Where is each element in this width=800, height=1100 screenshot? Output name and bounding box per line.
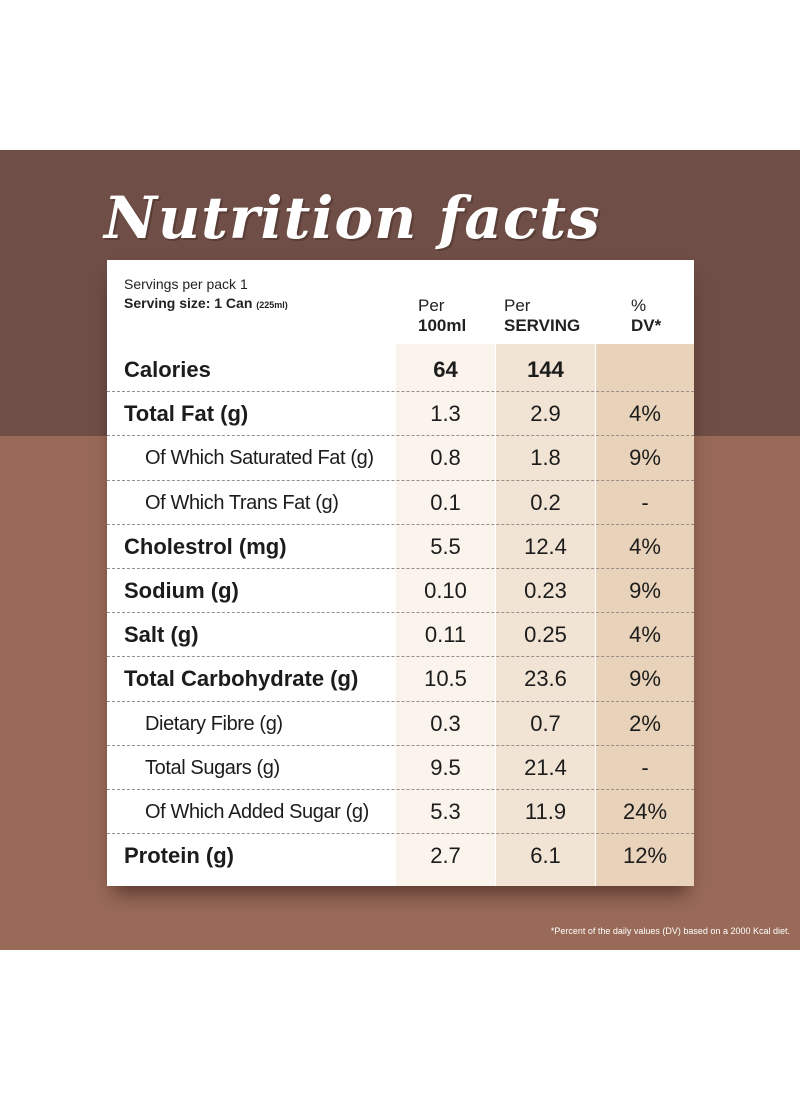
nutrient-label: Dietary Fibre (g) [145, 712, 283, 735]
nutrient-label: Salt (g) [124, 622, 199, 648]
nutrition-table-card: Servings per pack 1 Serving size: 1 Can … [107, 260, 694, 886]
per-100ml-value: 0.3 [430, 710, 461, 736]
per-serving-value: 1.8 [530, 445, 561, 471]
per-serving-value: 0.25 [524, 622, 567, 648]
serving-size-label: Serving size: 1 Can [124, 295, 253, 311]
nutrient-label: Total Sugars (g) [145, 756, 280, 779]
nutrient-label: Total Carbohydrate (g) [124, 666, 359, 692]
nutrient-label: Sodium (g) [124, 577, 239, 603]
per-serving-value: 21.4 [524, 754, 567, 780]
serving-size-note: (225ml) [256, 300, 288, 310]
nutrient-label: Cholestrol (mg) [124, 533, 287, 559]
table-row: Total Sugars (g) 9.5 21.4 - [107, 746, 694, 790]
col-header-dv: % DV* [631, 296, 661, 336]
per-100ml-value: 0.8 [430, 445, 461, 471]
per-serving-value: 144 [527, 357, 564, 382]
dv-footnote: *Percent of the daily values (DV) based … [550, 926, 790, 936]
nutrient-label: Of Which Trans Fat (g) [145, 491, 339, 514]
table-row: Total Carbohydrate (g) 10.5 23.6 9% [107, 657, 694, 702]
per-serving-value: 0.23 [524, 577, 567, 603]
dv-value: - [641, 754, 649, 780]
per-serving-value: 23.6 [524, 666, 567, 692]
per-100ml-value: 64 [433, 357, 458, 382]
table-row: Cholestrol (mg) 5.5 12.4 4% [107, 525, 694, 569]
per-100ml-column-bg [396, 344, 495, 886]
table-row: Of Which Trans Fat (g) 0.1 0.2 - [107, 481, 694, 525]
dv-value: 4% [629, 622, 661, 648]
nutrient-label: Protein (g) [124, 843, 234, 869]
per-serving-value: 12.4 [524, 533, 567, 559]
per-100ml-value: 0.11 [424, 622, 467, 648]
per-100ml-value: 9.5 [430, 754, 461, 780]
table-row: Of Which Added Sugar (g) 5.3 11.9 24% [107, 790, 694, 835]
dv-value: 24% [622, 798, 668, 824]
per-100ml-value: 0.1 [430, 489, 461, 515]
nutrient-label: Of Which Added Sugar (g) [145, 800, 369, 823]
nutrition-title: Nutrition facts [104, 184, 601, 252]
dv-column-bg [596, 344, 694, 886]
col-header-per-100ml-line2: 100ml [418, 316, 467, 335]
nutrient-label: Of Which Saturated Fat (g) [145, 447, 374, 470]
dv-value: 9% [629, 666, 661, 692]
table-row: Of Which Saturated Fat (g) 0.8 1.8 9% [107, 436, 694, 481]
per-serving-value: 2.9 [530, 401, 561, 427]
per-serving-value: 0.2 [530, 489, 561, 515]
table-row: Dietary Fibre (g) 0.3 0.7 2% [107, 702, 694, 746]
dv-value: 9% [629, 445, 661, 471]
per-100ml-value: 2.7 [430, 843, 461, 869]
nutrient-rows: Calories 64 144 Total Fat (g) 1.3 2.9 4%… [107, 348, 694, 878]
per-serving-value: 0.7 [530, 710, 561, 736]
per-100ml-value: 5.5 [430, 533, 461, 559]
per-100ml-value: 0.10 [424, 577, 467, 603]
nutrient-label: Calories [124, 357, 211, 382]
serving-size: Serving size: 1 Can (225ml) [124, 295, 288, 311]
dv-value: 2% [629, 710, 661, 736]
table-row: Total Fat (g) 1.3 2.9 4% [107, 392, 694, 437]
dv-value [596, 348, 694, 392]
dv-value: - [641, 489, 649, 515]
per-serving-value: 11.9 [524, 798, 567, 824]
col-header-per-serving-line2: SERVING [504, 316, 581, 335]
dv-value: 4% [629, 533, 661, 559]
table-row: Calories 64 144 [107, 348, 694, 393]
dv-value: 12% [622, 843, 668, 869]
col-header-per-serving: Per SERVING [504, 296, 580, 336]
col-header-per-100ml: Per 100ml [418, 296, 466, 336]
col-header-per-serving-line1: Per [504, 296, 531, 315]
dv-value: 9% [629, 577, 661, 603]
table-row: Salt (g) 0.11 0.25 4% [107, 613, 694, 658]
table-row: Sodium (g) 0.10 0.23 9% [107, 569, 694, 614]
per-serving-value: 6.1 [530, 843, 561, 869]
nutrient-label: Total Fat (g) [124, 401, 249, 427]
col-header-dv-line2: DV* [631, 316, 662, 335]
per-100ml-value: 10.5 [424, 666, 467, 692]
per-100ml-value: 5.3 [430, 798, 461, 824]
per-100ml-value: 1.3 [430, 401, 461, 427]
col-header-per-100ml-line1: Per [418, 296, 445, 315]
dv-value: 4% [629, 401, 661, 427]
per-serving-column-bg [496, 344, 595, 886]
col-header-dv-line1: % [631, 296, 647, 315]
table-row: Protein (g) 2.7 6.1 12% [107, 834, 694, 878]
servings-per-pack: Servings per pack 1 [124, 276, 248, 292]
